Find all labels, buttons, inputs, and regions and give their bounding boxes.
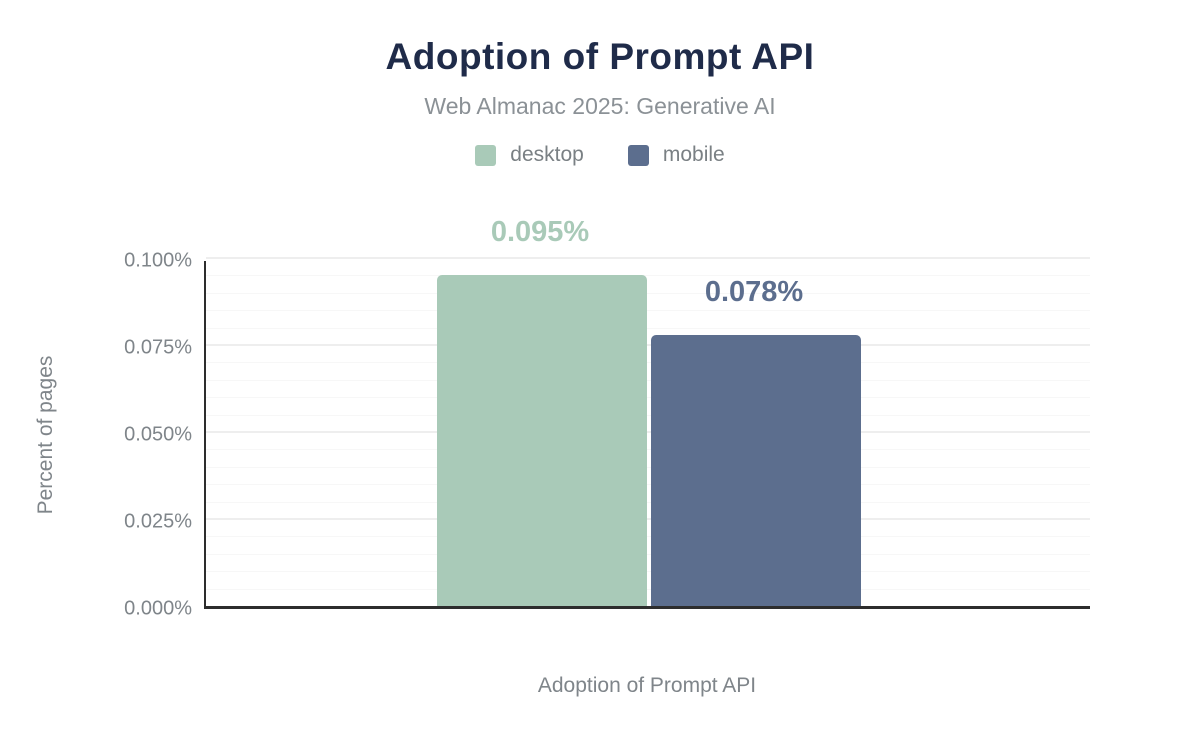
y-tick-label: 0.075% [124,336,192,359]
y-tick-label: 0.025% [124,510,192,533]
y-tick-label: 0.050% [124,423,192,446]
minor-gridline [206,553,1090,555]
legend-label: mobile [662,143,725,166]
minor-gridline [206,536,1090,538]
mobile-swatch-icon [627,144,649,166]
desktop-data-label: 0.095% [490,216,590,249]
minor-gridline [206,275,1090,277]
y-tick-label: 0.000% [124,597,192,620]
minor-gridline [206,379,1090,381]
mobile-data-label: 0.078% [704,275,804,308]
plot-area [204,257,1090,609]
minor-gridline [206,414,1090,416]
legend-item-desktop[interactable]: desktop [475,143,584,167]
minor-gridline [206,449,1090,451]
chart-legend: desktop mobile [0,143,1200,167]
chart-subtitle: Web Almanac 2025: Generative AI [424,93,776,119]
minor-gridline [206,484,1090,486]
major-gridline [206,518,1090,520]
minor-gridline [206,327,1090,329]
desktop-bar[interactable] [437,275,647,606]
minor-gridline [206,571,1090,573]
minor-gridline [206,588,1090,590]
minor-gridline [206,292,1090,294]
minor-gridline [206,362,1090,364]
major-gridline [206,431,1090,433]
major-gridline [206,344,1090,346]
chart-title: Adoption of Prompt API [385,36,815,77]
minor-gridline [206,397,1090,399]
legend-item-mobile[interactable]: mobile [627,143,725,167]
legend-label: desktop [510,143,584,166]
major-gridline [206,257,1090,259]
minor-gridline [206,501,1090,503]
minor-gridline [206,310,1090,312]
y-tick-label: 0.100% [124,249,192,272]
mobile-bar[interactable] [651,334,861,606]
x-axis-title: Adoption of Prompt API [537,674,757,697]
desktop-swatch-icon [475,144,497,166]
minor-gridline [206,466,1090,468]
